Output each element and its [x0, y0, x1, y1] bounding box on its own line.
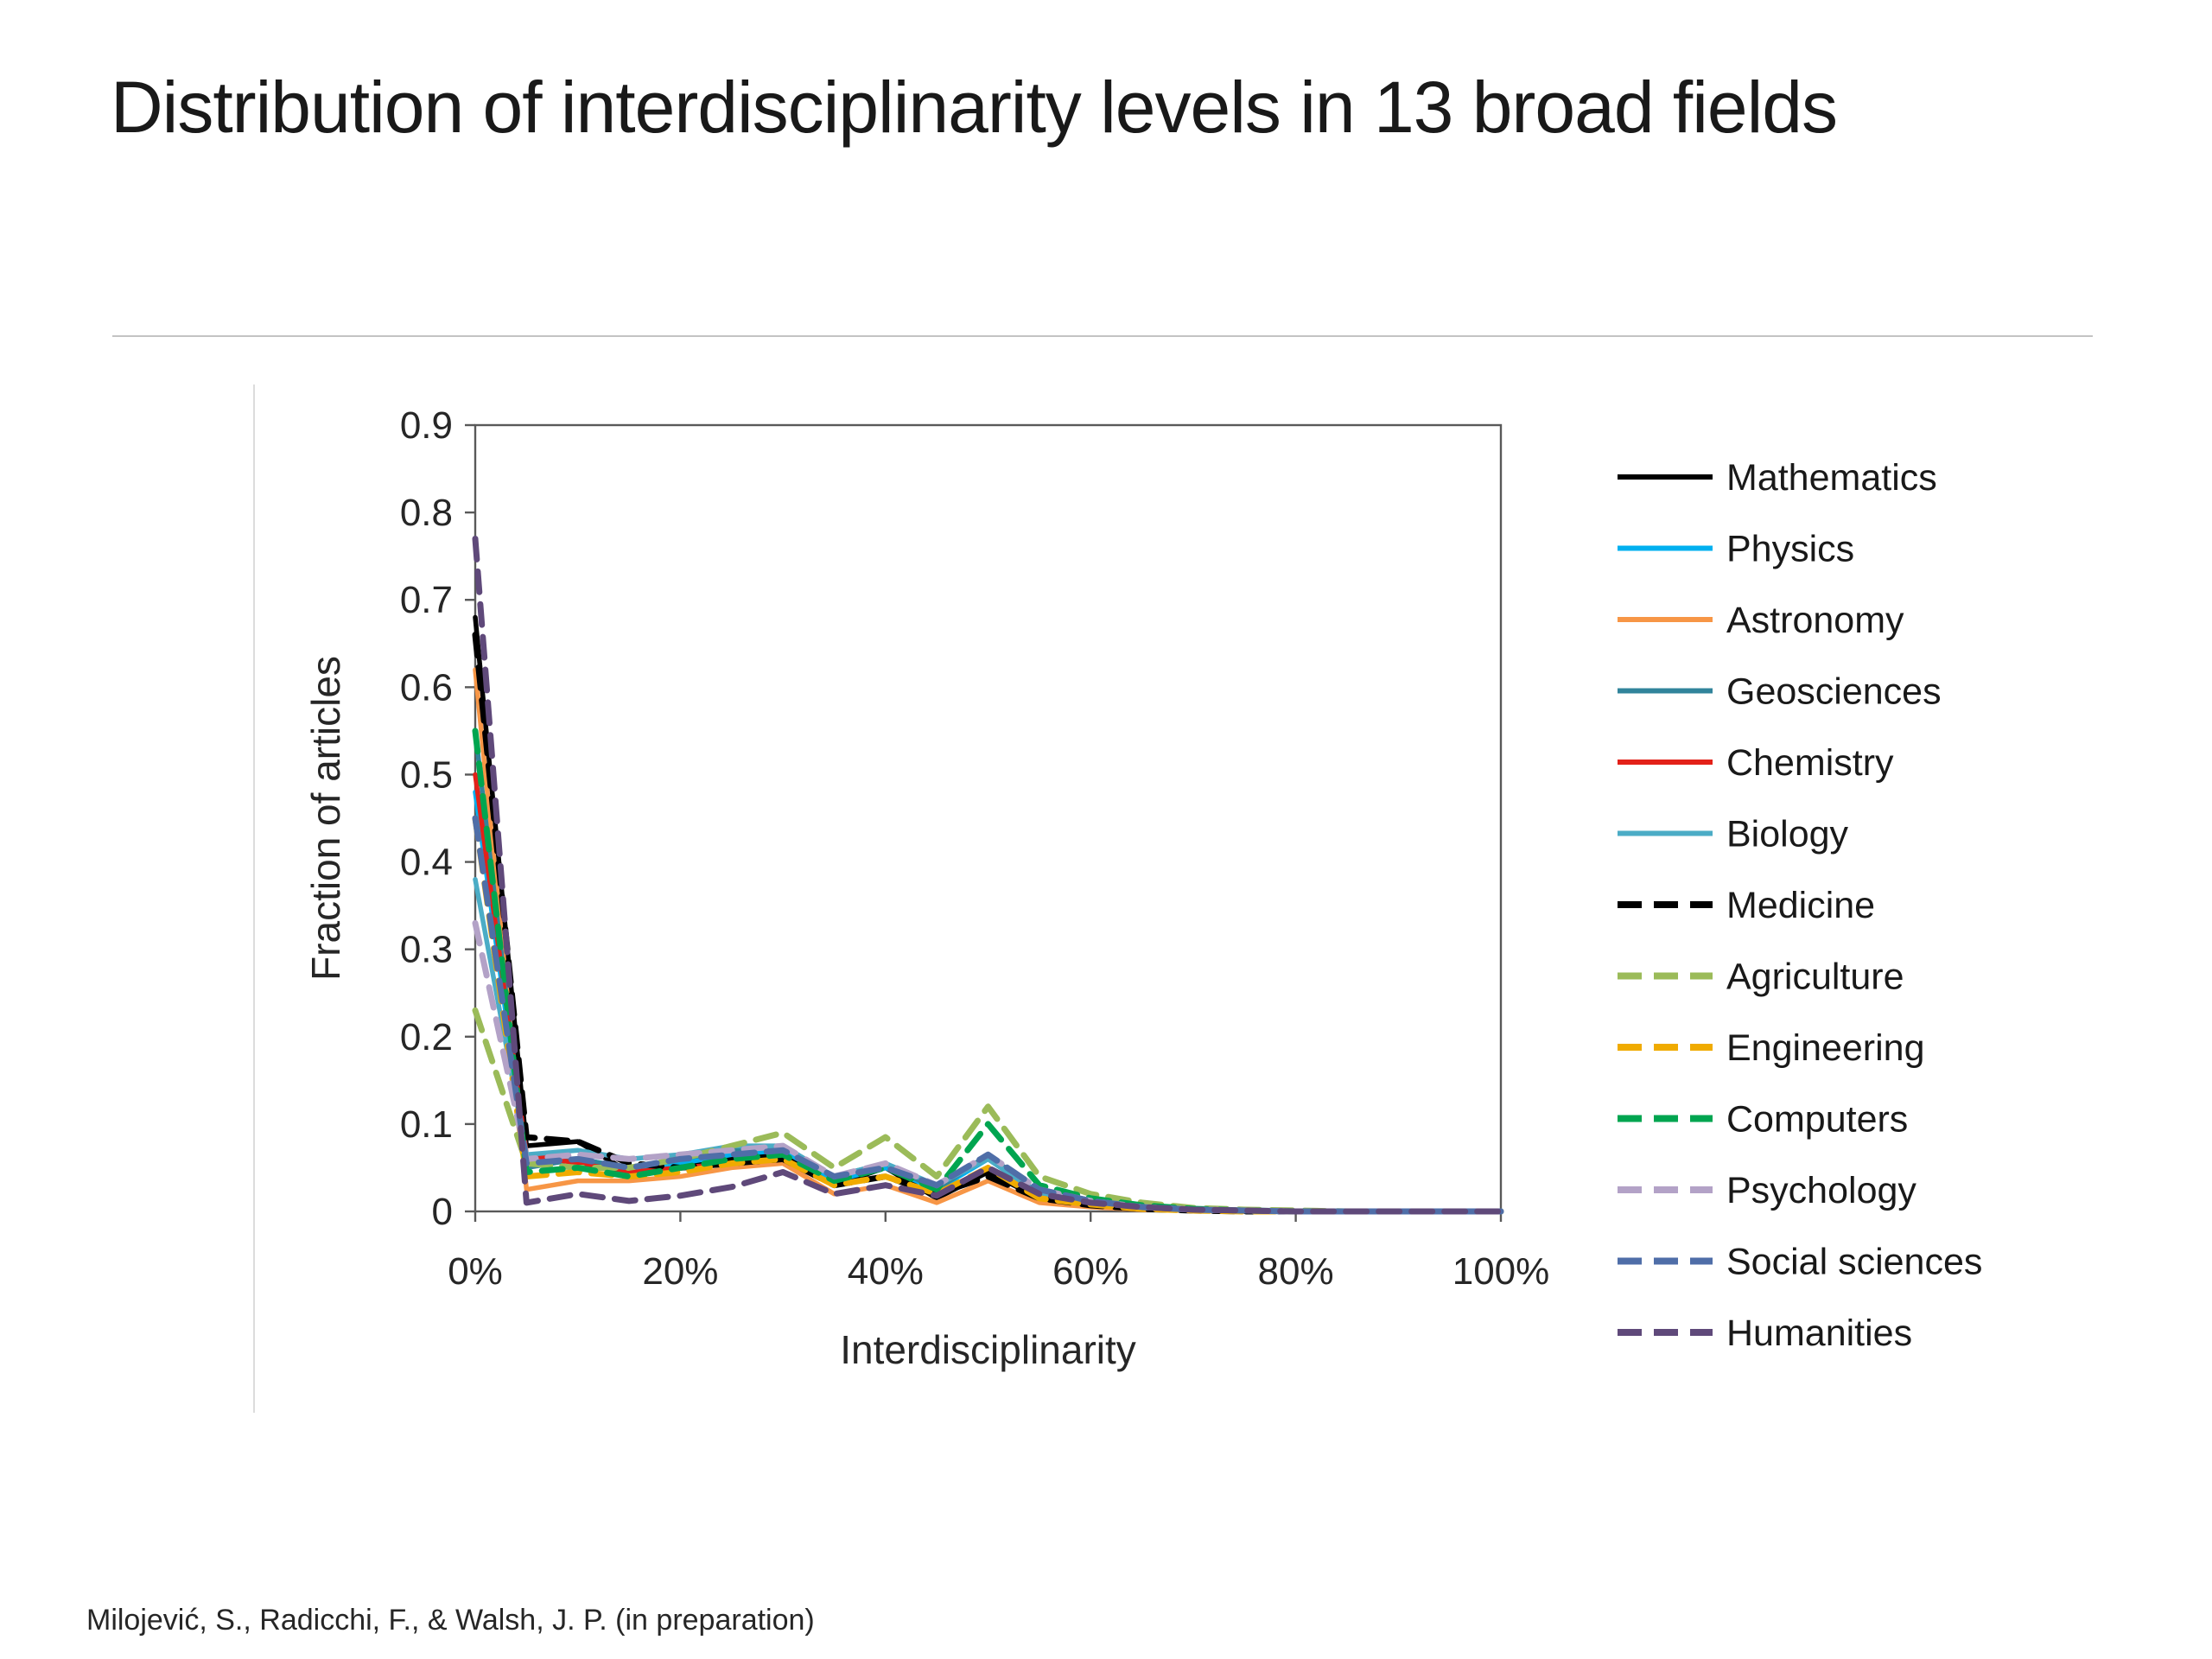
- legend-label-humanities: Humanities: [1726, 1313, 1912, 1354]
- y-tick-label: 0.1: [400, 1103, 453, 1146]
- series-line-astronomy: [473, 667, 1503, 1214]
- series-line-physics: [473, 789, 1503, 1214]
- y-tick-label: 0.4: [400, 842, 453, 884]
- series-line-humanities: [472, 535, 1504, 1215]
- series-line-computers: [472, 728, 1504, 1215]
- legend-label-medicine: Medicine: [1726, 885, 1875, 926]
- x-tick-label: 60%: [1052, 1250, 1128, 1293]
- line-chart: 0 0.1 0.2 0.3 0.4 0.5 0.6 0.7 0.8 0.9 0% 20% 40% 60% 8…: [285, 380, 2126, 1469]
- y-tick-label: 0.2: [400, 1016, 453, 1058]
- legend-label-astronomy: Astronomy: [1726, 600, 1904, 641]
- page-title: Distribution of interdisciplinarity leve…: [111, 67, 1838, 148]
- x-tick-label: 80%: [1258, 1250, 1334, 1293]
- legend-label-psychology: Psychology: [1726, 1170, 1916, 1211]
- y-tick-label: 0.5: [400, 753, 453, 796]
- legend-label-engineering: Engineering: [1726, 1027, 1925, 1069]
- y-tick-label: 0.3: [400, 929, 453, 971]
- series-line-chemistry: [473, 772, 1503, 1214]
- series-line-geosciences: [473, 728, 1503, 1214]
- y-tick-label: 0.6: [400, 666, 453, 709]
- legend-label-chemistry: Chemistry: [1726, 742, 1894, 784]
- legend-label-physics: Physics: [1726, 529, 1854, 570]
- citation-text: Milojević, S., Radicchi, F., & Walsh, J.…: [86, 1604, 815, 1637]
- x-tick-label: 100%: [1452, 1250, 1550, 1293]
- legend-label-biology: Biology: [1726, 814, 1849, 855]
- legend-label-agriculture: Agriculture: [1726, 957, 1904, 998]
- y-tick-label: 0.7: [400, 579, 453, 621]
- x-tick-label: 20%: [642, 1250, 718, 1293]
- series-line-social-sciences: [472, 815, 1504, 1215]
- y-tick-label: 0.9: [400, 404, 453, 447]
- chart-svg: 0 0.1 0.2 0.3 0.4 0.5 0.6 0.7 0.8 0.9 0% 20% 40% 60% 8…: [303, 404, 1982, 1372]
- legend-label-social-sciences: Social sciences: [1726, 1242, 1982, 1283]
- x-tick-label: 40%: [848, 1250, 924, 1293]
- x-axis-label: Interdisciplinarity: [840, 1327, 1136, 1372]
- legend-label-computers: Computers: [1726, 1099, 1908, 1141]
- content-placeholder-border: [253, 385, 255, 1413]
- x-tick-label: 0%: [448, 1250, 503, 1293]
- y-tick-label: 0.8: [400, 492, 453, 534]
- legend-label-geosciences: Geosciences: [1726, 671, 1942, 713]
- title-divider: [112, 335, 2093, 337]
- y-axis-label: Fraction of articles: [303, 656, 348, 981]
- y-tick-label: 0: [432, 1191, 453, 1233]
- plot-area-border: [474, 423, 1503, 1213]
- legend-label-mathematics: Mathematics: [1726, 457, 1937, 499]
